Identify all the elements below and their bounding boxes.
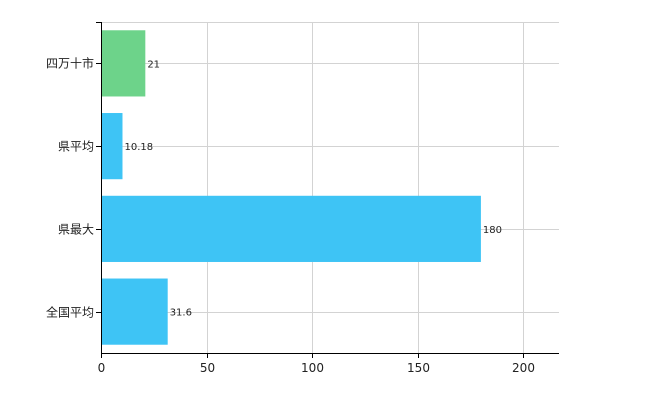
y-tick-label-1: 県平均 [58, 140, 94, 154]
data-label-1: 10.18 [124, 142, 153, 153]
x-tick-label-200: 200 [512, 361, 535, 375]
data-label-0: 21 [147, 59, 160, 70]
bar-0 [101, 30, 146, 97]
data-label-2: 180 [483, 225, 502, 236]
y-tick-label-3: 全国平均 [46, 305, 94, 320]
x-tick-label-100: 100 [301, 361, 324, 375]
bars [101, 30, 481, 345]
grid-lines [101, 22, 559, 353]
bar-1 [101, 113, 123, 180]
x-tick-label-0: 0 [98, 361, 106, 375]
data-label-3: 31.6 [170, 308, 192, 319]
x-tick-label-50: 50 [200, 361, 215, 375]
y-tick-label-0: 四万十市 [46, 56, 94, 71]
bar-2 [101, 195, 481, 262]
x-tick-label-150: 150 [407, 361, 430, 375]
axes [96, 22, 559, 358]
y-tick-label-2: 県最大 [58, 223, 94, 237]
bar-3 [101, 278, 168, 345]
